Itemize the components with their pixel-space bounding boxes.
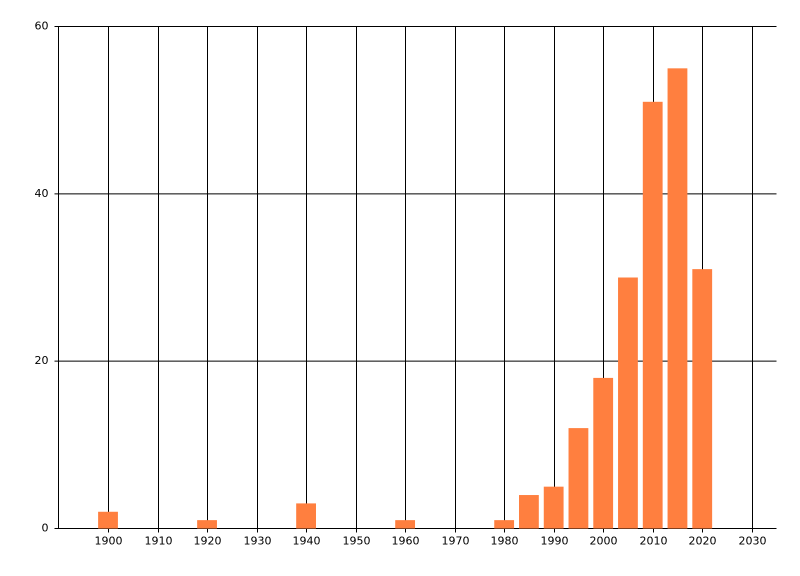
x-tick-label: 2000 xyxy=(590,535,618,548)
x-tick-label: 1900 xyxy=(95,535,123,548)
x-tick-label: 1990 xyxy=(541,535,569,548)
bar xyxy=(568,428,589,529)
bar xyxy=(642,101,663,529)
y-tick-label: 20 xyxy=(35,354,49,367)
bar xyxy=(692,269,713,529)
bar xyxy=(494,520,515,529)
bar xyxy=(395,520,416,529)
x-tick-label: 2020 xyxy=(689,535,717,548)
bar xyxy=(519,495,539,529)
x-tick-label: 1910 xyxy=(145,535,173,548)
x-tick-label: 1960 xyxy=(392,535,420,548)
x-tick-label: 1930 xyxy=(244,535,272,548)
x-tick-label: 1940 xyxy=(293,535,321,548)
bar xyxy=(197,520,217,529)
bar xyxy=(98,511,118,529)
x-tick-label: 2010 xyxy=(640,535,668,548)
x-tick-label: 1920 xyxy=(194,535,222,548)
x-tick-label: 1970 xyxy=(442,535,470,548)
bar xyxy=(667,68,688,529)
y-tick-label: 40 xyxy=(35,187,49,200)
y-tick-label: 60 xyxy=(35,20,49,33)
x-tick-label: 1980 xyxy=(491,535,519,548)
bar xyxy=(543,486,564,529)
bar xyxy=(593,377,614,529)
bar xyxy=(296,503,316,529)
x-tick-label: 1950 xyxy=(343,535,371,548)
bar xyxy=(618,277,638,529)
x-tick-label: 2030 xyxy=(739,535,767,548)
y-tick-label: 0 xyxy=(42,522,49,535)
